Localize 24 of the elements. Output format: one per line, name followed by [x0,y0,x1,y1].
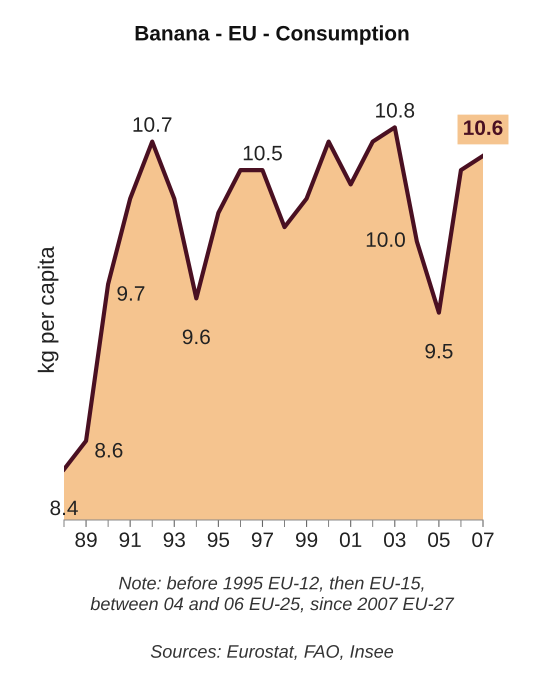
data-label: 10.6 [464,120,503,136]
data-label: 10.0 [366,232,405,247]
data-label: 9.7 [117,286,144,301]
data-label: 9.5 [425,344,453,358]
x-tick-label: 03 [384,532,406,548]
annotation: Note: before 1995 EU-12, then EU-15, between 04 and 06 EU-25, since 2007 EU-27 [90,576,454,612]
x-tick-label: 05 [428,532,450,548]
x-tick-label: 89 [75,532,97,548]
x-tick-label: 95 [208,532,230,548]
data-label: 8.6 [95,442,122,458]
x-tick-label: 01 [340,532,362,548]
data-label: 10.7 [134,117,172,132]
x-tick-label: 07 [472,532,494,548]
data-label: 10.5 [244,146,282,160]
x-tick-label: 99 [296,532,318,548]
data-label: 8.4 [50,500,78,516]
x-tick-label: 97 [252,532,274,548]
annotation: Sources: Eurostat, FAO, Insee [150,645,394,660]
chart-title: Banana - EU - Consumption [136,25,408,45]
x-tick-label: 93 [164,532,185,548]
x-tick-label: 91 [120,532,141,548]
data-label: 9.6 [182,329,210,344]
y-axis-title: kg per capita [38,246,58,372]
data-label: 10.8 [376,102,414,118]
